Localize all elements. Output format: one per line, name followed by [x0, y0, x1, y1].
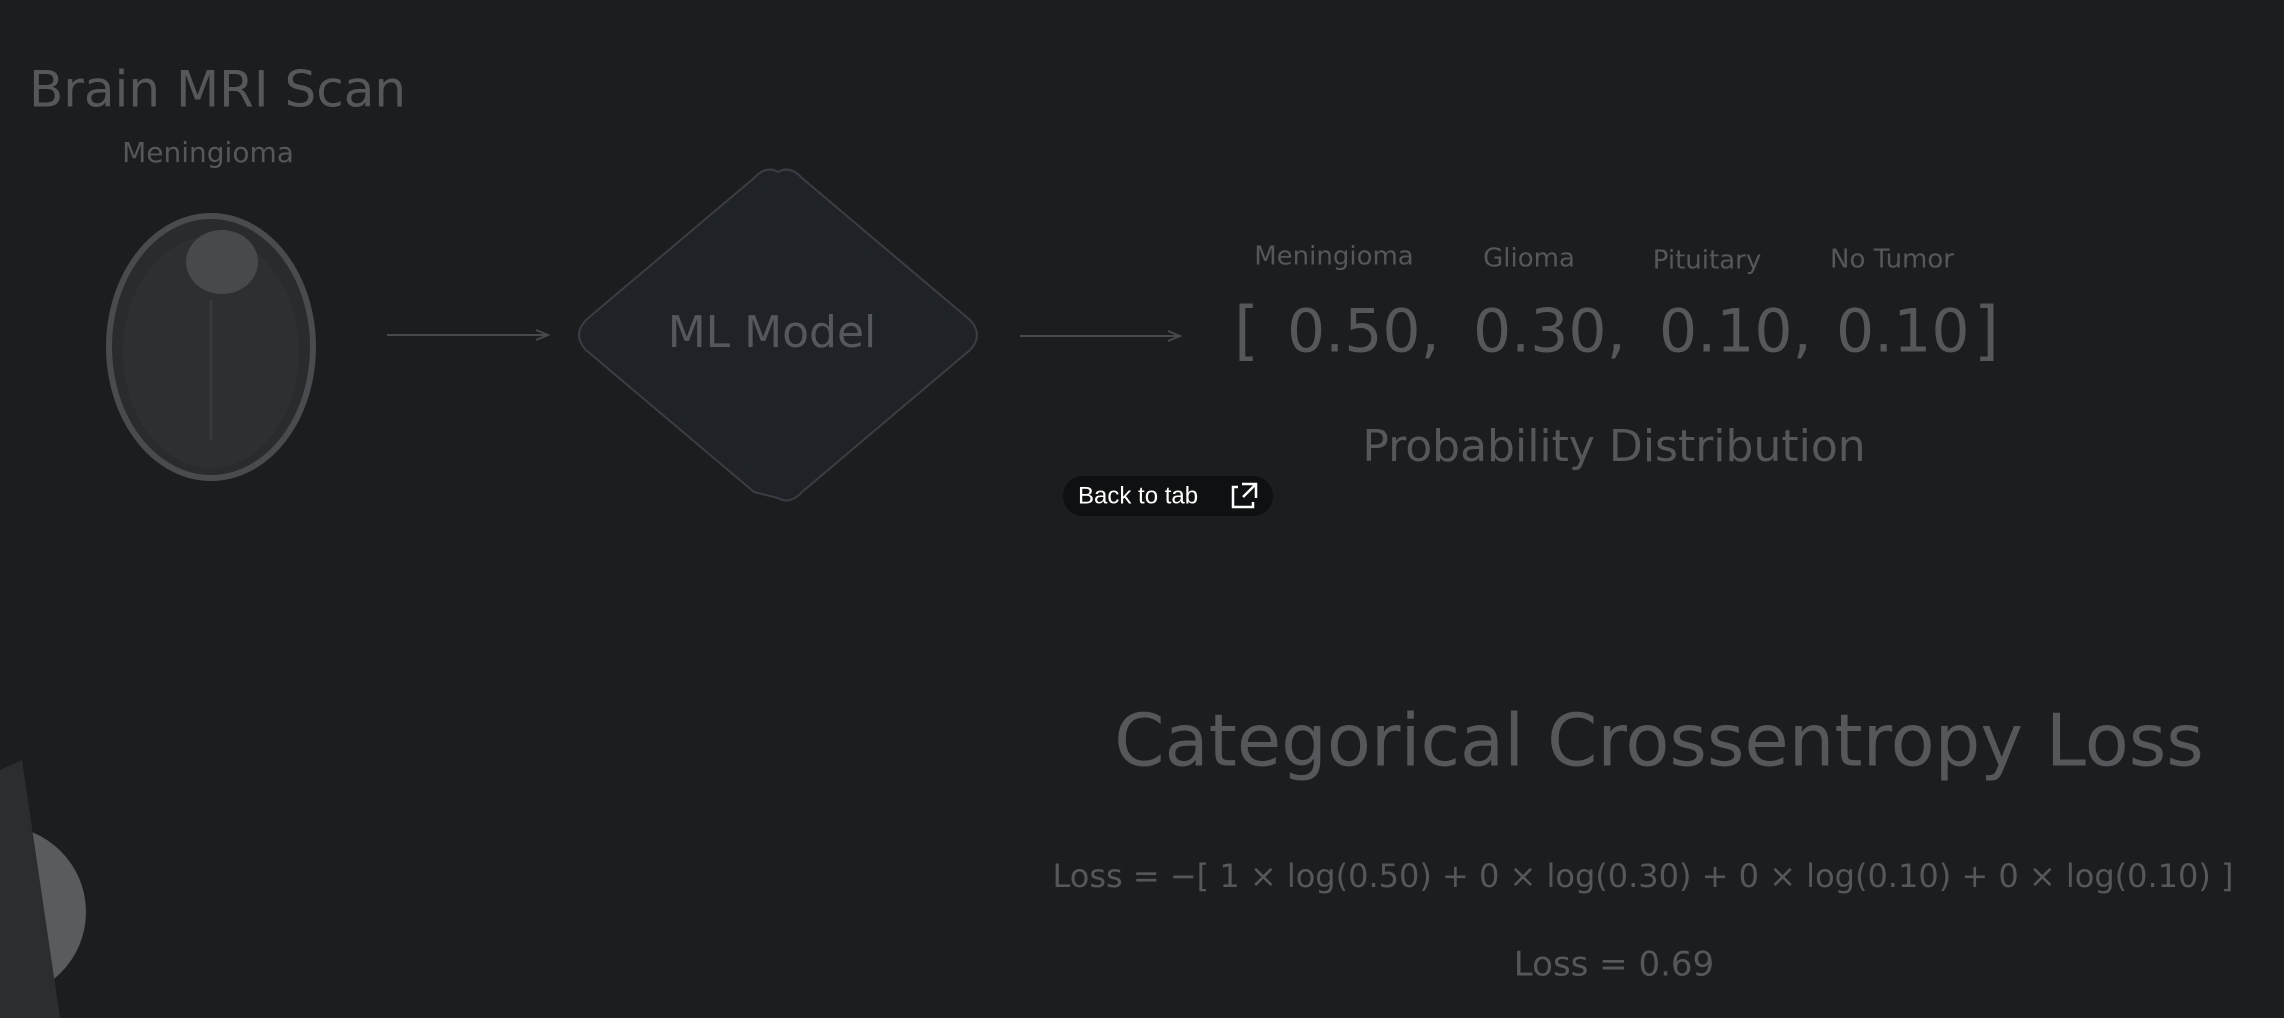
arrow [387, 329, 551, 341]
input-label: Meningioma [122, 136, 294, 169]
loss-result: Loss = 0.69 [1514, 945, 1714, 985]
probability: 0.10, [1659, 297, 1812, 367]
arrow [1020, 330, 1183, 342]
class-label: Pituitary [1653, 246, 1761, 276]
loss-formula: Loss = −[ 1 × log(0.50) + 0 × log(0.30) … [1053, 857, 2234, 895]
back-to-tab-button[interactable]: Back to tab [1063, 476, 1273, 516]
class-label: Glioma [1483, 244, 1575, 274]
model-label: ML Model [668, 307, 877, 358]
bracket: ] [1974, 295, 1999, 369]
probability: 0.50, [1287, 297, 1440, 367]
model-diamond [578, 168, 978, 502]
button-label: Back to tab [1078, 482, 1198, 509]
probability: 0.10 [1836, 297, 1970, 367]
bracket: [ [1234, 295, 1259, 369]
distribution-caption: Probability Distribution [1362, 421, 1865, 472]
input-title: Brain MRI Scan [29, 61, 406, 119]
mri-image [106, 213, 316, 481]
external-icon [1231, 482, 1258, 509]
probability: 0.30, [1473, 297, 1626, 367]
class-label: Meningioma [1254, 242, 1414, 272]
partial-image [0, 760, 86, 1018]
loss-title: Categorical Crossentropy Loss [1114, 699, 2204, 783]
class-label: No Tumor [1830, 245, 1954, 275]
